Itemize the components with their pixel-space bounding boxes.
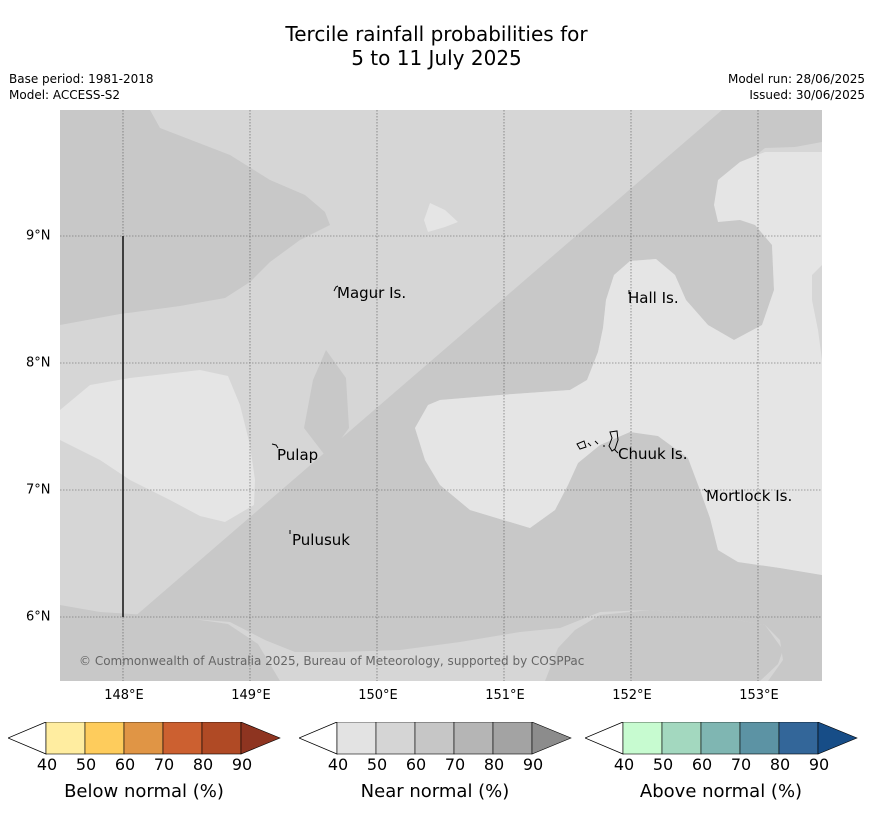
issued-date: Issued: 30/06/2025 [749, 88, 865, 102]
colorbar-below-min-arrow [8, 722, 47, 755]
lat-label-8n: 8°N [26, 355, 51, 371]
above-tick-60: 60 [691, 755, 713, 774]
near-normal-60-70-region-northwest [60, 110, 330, 325]
near-swatch-80-90 [492, 722, 533, 755]
near-swatch-70-80 [453, 722, 494, 755]
pulap-island-outline [271, 443, 279, 449]
place-labels: Magur Is. Hall Is. Pulap Chuuk Is. Mortl… [277, 284, 792, 549]
base-period: Base period: 1981-2018 [9, 72, 154, 86]
near-tick-70: 70 [444, 755, 466, 774]
above-tick-80: 80 [769, 755, 791, 774]
near-normal-title: Near normal (%) [360, 781, 510, 802]
lat-label-7n: 7°N [26, 482, 51, 498]
above-swatch-80-90 [778, 722, 819, 755]
near-tick-50: 50 [366, 755, 388, 774]
above-swatch-50-60 [661, 722, 702, 755]
map-title: Tercile rainfall probabilities for 5 to … [0, 22, 873, 70]
meta-left: Base period: 1981-2018 Model: ACCESS-S2 [9, 71, 154, 103]
near-normal-40-50-region-north-patch [424, 203, 458, 232]
place-label-hall: Hall Is. [628, 289, 679, 307]
title-line-1: Tercile rainfall probabilities for [285, 22, 588, 46]
near-normal-40-50-region-east [415, 152, 822, 575]
below-swatch-80-90 [201, 722, 242, 755]
near-normal-60-70-region-central [304, 350, 349, 458]
near-normal-40-50-region-west [60, 370, 255, 522]
colorbar-near-min-arrow [299, 722, 338, 755]
probability-field [60, 110, 822, 681]
chuuk-lagoon-outline [608, 430, 619, 452]
above-swatch-70-80 [739, 722, 780, 755]
near-swatch-40-50 [336, 722, 377, 755]
magur-island-outline [333, 285, 339, 292]
near-swatch-90-max [531, 722, 572, 755]
lat-label-6n: 6°N [26, 609, 51, 625]
place-label-chuuk: Chuuk Is. [618, 445, 687, 463]
below-swatch-50-60 [84, 722, 125, 755]
island-outlines [271, 285, 708, 534]
colorbar-above-min-arrow [585, 722, 624, 755]
below-tick-70: 70 [153, 755, 175, 774]
copyright-notice: © Commonwealth of Australia 2025, Bureau… [79, 654, 584, 668]
chuuk-island-outline-2 [587, 442, 592, 447]
near-normal-60-70-region-south-band [60, 605, 280, 681]
below-swatch-60-70 [123, 722, 164, 755]
above-swatch-90-max [817, 722, 858, 755]
near-tick-80: 80 [483, 755, 505, 774]
model-run: Model run: 28/06/2025 [727, 72, 865, 86]
above-tick-40: 40 [613, 755, 635, 774]
below-tick-40: 40 [36, 755, 58, 774]
below-normal-title: Below normal (%) [64, 781, 224, 802]
near-swatch-50-60 [375, 722, 416, 755]
above-normal-title: Above normal (%) [639, 781, 803, 802]
lon-label-149e: 149°E [231, 688, 271, 703]
lon-label-153e: 153°E [739, 688, 779, 703]
lat-label-9n: 9°N [26, 228, 51, 244]
lon-label-148e: 148°E [104, 688, 144, 703]
below-tick-90: 90 [231, 755, 253, 774]
mortlock-island-outline [703, 488, 708, 493]
place-label-magur: Magur Is. [337, 284, 406, 302]
colorbar-near-normal [299, 722, 572, 755]
lon-label-151e: 151°E [485, 688, 525, 703]
near-tick-90: 90 [522, 755, 544, 774]
lon-label-152e: 152°E [612, 688, 652, 703]
above-swatch-60-70 [700, 722, 741, 755]
title-line-2: 5 to 11 July 2025 [351, 46, 522, 70]
near-normal-60-70-region-northeast [60, 110, 822, 681]
chuuk-island-outline-3 [594, 440, 599, 445]
above-tick-50: 50 [652, 755, 674, 774]
below-swatch-40-50 [45, 722, 86, 755]
colorbar-below-normal [8, 722, 281, 755]
place-label-pulap: Pulap [277, 446, 318, 464]
above-tick-70: 70 [730, 755, 752, 774]
model-name: Model: ACCESS-S2 [9, 88, 121, 102]
below-tick-60: 60 [114, 755, 136, 774]
below-tick-50: 50 [75, 755, 97, 774]
colorbar-above-normal [585, 722, 858, 755]
place-label-mortlock: Mortlock Is. [706, 487, 792, 505]
near-tick-40: 40 [327, 755, 349, 774]
lon-label-150e: 150°E [358, 688, 398, 703]
below-swatch-70-80 [162, 722, 203, 755]
below-swatch-90-max [240, 722, 281, 755]
meta-right: Model run: 28/06/2025 Issued: 30/06/2025 [728, 71, 865, 103]
below-tick-80: 80 [192, 755, 214, 774]
above-swatch-40-50 [622, 722, 663, 755]
near-swatch-60-70 [414, 722, 455, 755]
chuuk-island-outline-5 [613, 448, 619, 454]
chuuk-island-outline-1 [576, 440, 587, 450]
place-label-pulusuk: Pulusuk [292, 531, 350, 549]
near-tick-60: 60 [405, 755, 427, 774]
above-tick-90: 90 [808, 755, 830, 774]
near-normal-60-70-region-southeast-band [545, 610, 783, 681]
